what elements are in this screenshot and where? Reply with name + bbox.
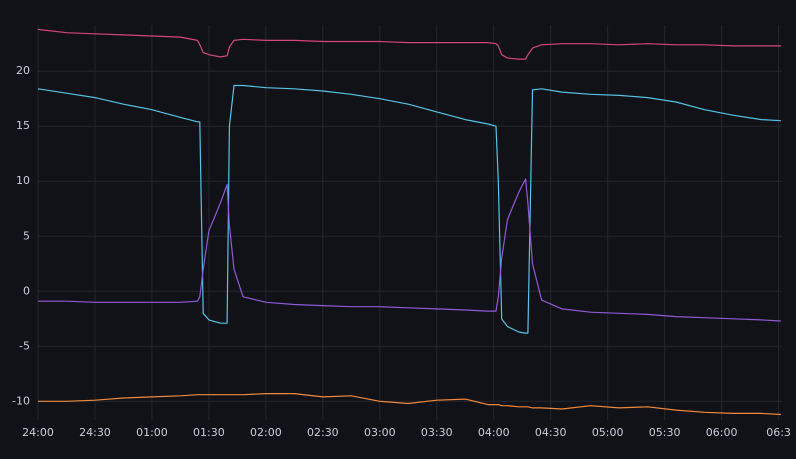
x-tick-label: 02:00 — [250, 426, 282, 439]
series-line — [37, 28, 781, 60]
x-tick-label: 04:00 — [478, 426, 510, 439]
x-tick-label: 06:00 — [706, 426, 738, 439]
y-tick-label: 5 — [23, 229, 30, 242]
y-tick-label: -5 — [19, 339, 30, 352]
y-tick-label: -10 — [12, 394, 30, 407]
x-tick-label: 02:30 — [307, 426, 339, 439]
y-tick-label: 0 — [23, 284, 30, 297]
y-tick-label: 10 — [16, 174, 30, 187]
series-line — [37, 84, 781, 334]
x-tick-label: 01:30 — [193, 426, 225, 439]
y-tick-label: 15 — [16, 119, 30, 132]
x-tick-label: 04:30 — [535, 426, 567, 439]
x-tick-label: 05:30 — [649, 426, 681, 439]
x-tick-label: 03:00 — [364, 426, 396, 439]
y-tick-label: 20 — [16, 64, 30, 77]
x-tick-label: 01:00 — [136, 426, 168, 439]
series-line — [38, 393, 781, 416]
x-tick-label: 03:30 — [421, 426, 453, 439]
x-tick-label: 05:00 — [592, 426, 624, 439]
x-tick-label: 06:3 — [766, 426, 791, 439]
series-line — [38, 178, 781, 322]
x-tick-label: 24:00 — [22, 426, 54, 439]
x-tick-label: 24:30 — [79, 426, 111, 439]
